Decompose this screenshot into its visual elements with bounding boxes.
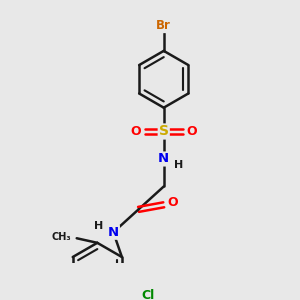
Text: H: H xyxy=(174,160,183,170)
Text: O: O xyxy=(168,196,178,209)
Text: Br: Br xyxy=(156,19,171,32)
Text: N: N xyxy=(158,152,169,166)
Text: S: S xyxy=(159,124,169,139)
Text: N: N xyxy=(108,226,119,239)
Text: O: O xyxy=(130,125,141,138)
Text: CH₃: CH₃ xyxy=(52,232,71,242)
Text: H: H xyxy=(94,221,103,231)
Text: O: O xyxy=(187,125,197,138)
Text: Cl: Cl xyxy=(141,290,154,300)
